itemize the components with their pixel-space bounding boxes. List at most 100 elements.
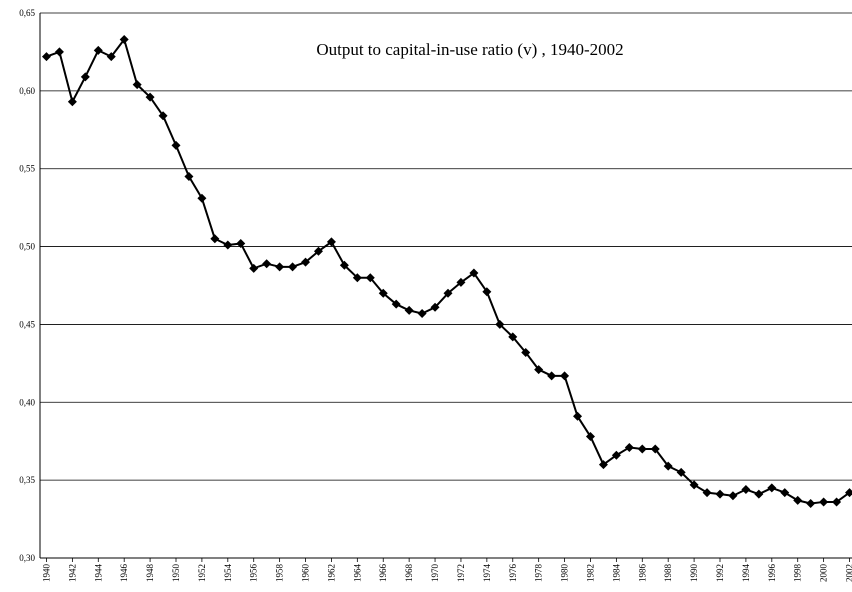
point-marker: [767, 483, 777, 493]
y-tick-label: 0,55: [19, 164, 35, 174]
point-marker: [184, 172, 194, 181]
point-marker: [534, 365, 544, 375]
x-tick-label: 1958: [275, 564, 285, 583]
x-tick-label: 1994: [741, 564, 751, 583]
point-marker: [210, 234, 220, 244]
point-marker: [197, 193, 207, 203]
x-tick-label: 1974: [482, 564, 492, 583]
point-marker: [508, 332, 518, 342]
x-tick-label: 1990: [689, 564, 699, 583]
series-line: [46, 38, 851, 505]
point-marker: [171, 140, 181, 150]
x-tick-label: 1984: [611, 564, 621, 583]
x-tick-label: 2000: [819, 564, 829, 583]
point-marker: [326, 237, 336, 247]
point-marker: [495, 319, 505, 329]
point-marker: [624, 442, 634, 452]
x-tick-label: 1948: [145, 564, 155, 583]
point-marker: [249, 263, 259, 273]
point-marker: [845, 488, 852, 498]
y-tick-label: 0,40: [19, 397, 35, 407]
point-marker: [585, 432, 595, 442]
x-tick-label: 1980: [560, 564, 570, 583]
point-marker: [754, 489, 764, 499]
x-tick-label: 1952: [197, 564, 207, 582]
x-tick-label: 1966: [378, 564, 388, 583]
x-tick-label: 2002: [845, 564, 852, 582]
point-marker: [819, 497, 829, 507]
point-marker: [741, 484, 751, 494]
point-marker: [793, 495, 803, 505]
point-marker: [80, 72, 90, 82]
x-tick-label: 1988: [663, 564, 673, 583]
point-marker: [93, 45, 103, 55]
x-tick-label: 1992: [715, 564, 725, 582]
x-tick-label: 1970: [430, 564, 440, 583]
point-marker: [313, 246, 323, 256]
y-tick-label: 0,30: [19, 553, 35, 563]
point-marker: [456, 277, 466, 287]
x-tick-label: 1976: [508, 564, 518, 583]
chart-title: Output to capital-in-use ratio (v) , 194…: [316, 40, 623, 59]
x-tick-label: 1942: [67, 564, 77, 582]
x-tick-label: 1960: [301, 564, 311, 583]
point-marker: [262, 259, 272, 269]
x-tick-label: 1950: [171, 564, 181, 583]
point-marker: [482, 287, 492, 297]
point-marker: [728, 491, 738, 501]
point-marker: [106, 52, 116, 62]
point-marker: [301, 257, 311, 267]
point-marker: [573, 411, 583, 421]
point-marker: [132, 80, 142, 90]
x-tick-label: 1968: [404, 564, 414, 583]
x-tick-label: 1940: [41, 564, 51, 583]
x-tick-label: 1996: [767, 564, 777, 583]
x-tick-label: 1964: [352, 564, 362, 583]
y-tick-label: 0,50: [19, 242, 35, 252]
point-marker: [391, 299, 401, 309]
y-tick-label: 0,65: [19, 8, 35, 18]
x-tick-label: 1978: [534, 564, 544, 583]
x-tick-label: 1972: [456, 564, 466, 582]
x-tick-label: 1986: [637, 564, 647, 583]
x-tick-label: 1954: [223, 564, 233, 583]
point-marker: [715, 489, 725, 499]
point-marker: [365, 273, 375, 283]
point-marker: [275, 262, 285, 272]
point-marker: [560, 371, 570, 381]
x-tick-label: 1962: [326, 564, 336, 582]
point-marker: [469, 268, 479, 278]
point-marker: [611, 450, 621, 460]
y-tick-label: 0,60: [19, 86, 35, 96]
point-marker: [119, 34, 129, 44]
point-marker: [404, 305, 414, 315]
x-tick-label: 1946: [119, 564, 129, 583]
point-marker: [41, 52, 51, 62]
point-marker: [158, 111, 168, 121]
point-marker: [780, 488, 790, 498]
x-tick-label: 1956: [249, 564, 259, 583]
x-tick-label: 1944: [93, 564, 103, 583]
point-marker: [223, 240, 233, 250]
point-marker: [832, 497, 842, 507]
point-marker: [145, 92, 155, 102]
point-marker: [430, 302, 440, 312]
point-marker: [806, 499, 816, 508]
point-marker: [521, 347, 531, 357]
point-marker: [650, 444, 660, 454]
point-marker: [378, 288, 388, 298]
point-marker: [417, 309, 427, 319]
point-marker: [702, 488, 712, 498]
x-tick-label: 1998: [793, 564, 803, 583]
point-marker: [676, 467, 686, 477]
point-marker: [352, 273, 362, 283]
point-marker: [637, 444, 647, 454]
point-marker: [54, 47, 64, 57]
point-marker: [443, 288, 453, 298]
y-tick-label: 0,35: [19, 475, 35, 485]
point-marker: [547, 371, 557, 381]
point-marker: [663, 461, 673, 471]
point-marker: [236, 238, 246, 248]
point-marker: [67, 97, 77, 107]
